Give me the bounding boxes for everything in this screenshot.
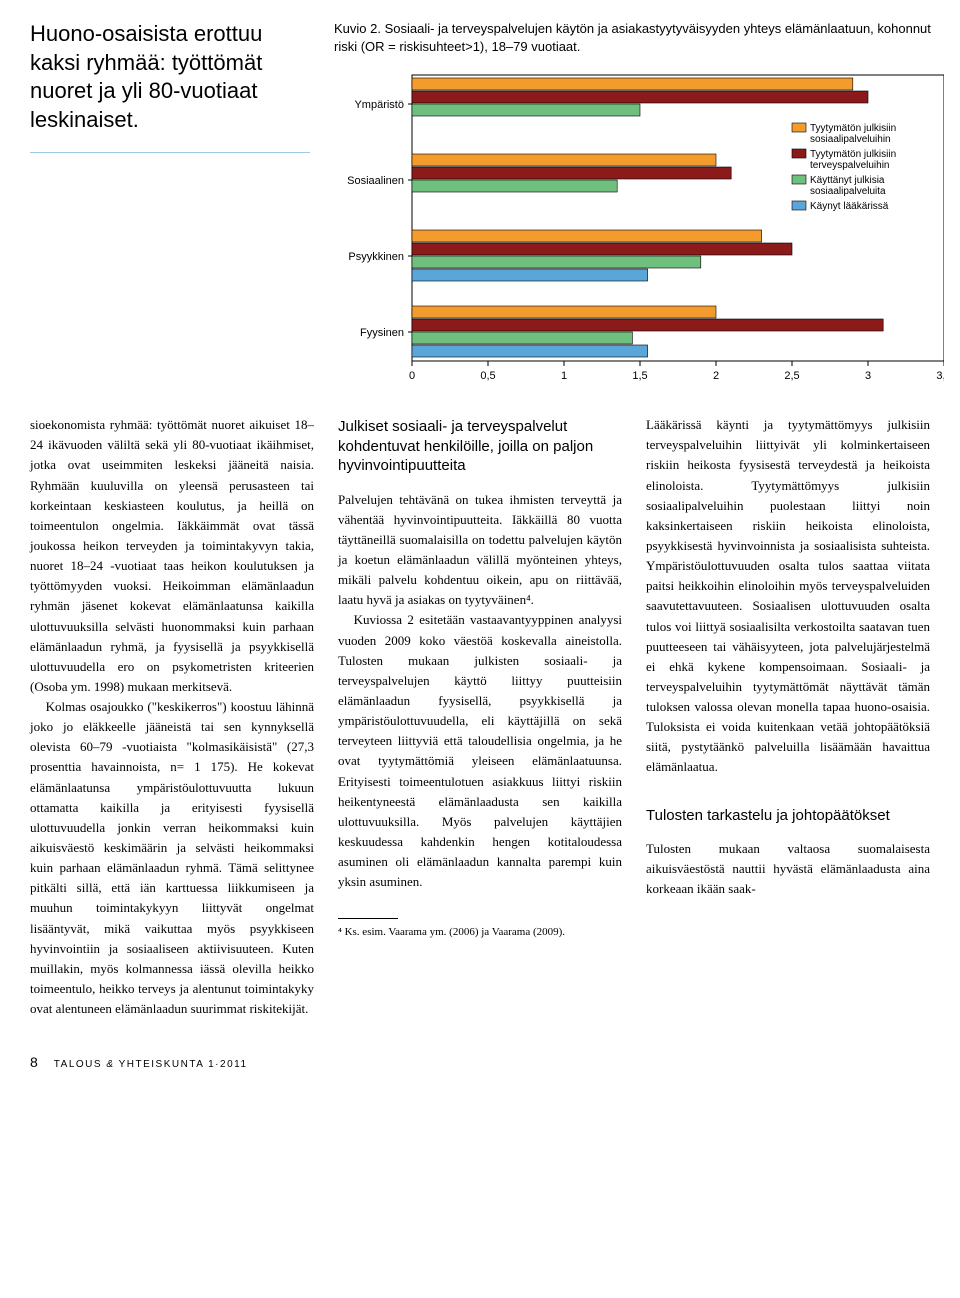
col2-subhead: Julkiset sosiaali- ja terveyspalvelut ko…	[338, 417, 622, 476]
svg-text:3,5: 3,5	[936, 370, 944, 382]
journal-amp: &	[106, 1059, 114, 1070]
figure-caption: Kuvio 2. Sosiaali- ja terveyspalvelujen …	[334, 20, 944, 55]
col2-p1: Palvelujen tehtävänä on tukea ihmisten t…	[338, 490, 622, 611]
svg-text:sosiaalipalveluita: sosiaalipalveluita	[810, 186, 886, 197]
svg-text:Fyysinen: Fyysinen	[360, 327, 404, 339]
col3-p1: Lääkärissä käynti ja tyytymättömyys julk…	[646, 415, 930, 778]
journal-issue: 1·2011	[208, 1059, 247, 1070]
svg-text:Käynyt lääkärissä: Käynyt lääkärissä	[810, 201, 889, 212]
column-3-body-1: Lääkärissä käynti ja tyytymättömyys julk…	[646, 415, 930, 778]
svg-text:1: 1	[561, 370, 567, 382]
svg-text:2: 2	[713, 370, 719, 382]
svg-text:3: 3	[865, 370, 871, 382]
svg-text:0: 0	[409, 370, 415, 382]
col3-p2: Tulosten mukaan valtaosa suomalaisesta a…	[646, 839, 930, 899]
col2-p2: Kuviossa 2 esitetään vastaavantyyppinen …	[338, 610, 622, 892]
col1-p2: Kolmas osajoukko ("keskikerros") koostuu…	[30, 697, 314, 1019]
svg-text:2,5: 2,5	[784, 370, 799, 382]
pull-quote: Huono-osaisista erottuu kaksi ryhmää: ty…	[30, 20, 310, 134]
svg-text:Ympäristö: Ympäristö	[354, 99, 404, 111]
column-1-body: sioekonomista ryhmää: työttömät nuoret a…	[30, 415, 314, 1019]
pull-quote-rule	[30, 152, 310, 153]
svg-text:Tyytymätön julkisiin: Tyytymätön julkisiin	[810, 123, 896, 134]
column-2-body: Palvelujen tehtävänä on tukea ihmisten t…	[338, 490, 622, 893]
svg-text:Tyytymätön julkisiin: Tyytymätön julkisiin	[810, 149, 896, 160]
journal-name: TALOUS & YHTEISKUNTA 1·2011	[54, 1058, 248, 1072]
footnote-rule	[338, 918, 398, 919]
figure-2-chart: 0 0,5 1 1,5 2 2,5 3 3,5 Ympäristö Sosiaalinen Psyy…	[334, 67, 944, 387]
svg-text:sosiaalipalveluihin: sosiaalipalveluihin	[810, 134, 891, 145]
page-footer: 8 TALOUS & YHTEISKUNTA 1·2011	[30, 1053, 930, 1072]
svg-text:Psyykkinen: Psyykkinen	[348, 251, 404, 263]
svg-text:Sosiaalinen: Sosiaalinen	[347, 175, 404, 187]
page-number: 8	[30, 1053, 38, 1072]
svg-text:0,5: 0,5	[480, 370, 495, 382]
svg-text:Käyttänyt julkisia: Käyttänyt julkisia	[810, 175, 885, 186]
svg-text:1,5: 1,5	[632, 370, 647, 382]
column-3-body-2: Tulosten mukaan valtaosa suomalaisesta a…	[646, 839, 930, 899]
journal-word-2: YHTEISKUNTA	[115, 1059, 209, 1070]
journal-word-1: TALOUS	[54, 1059, 107, 1070]
col1-p1: sioekonomista ryhmää: työttömät nuoret a…	[30, 415, 314, 697]
col3-subhead: Tulosten tarkastelu ja johtopäätökset	[646, 806, 930, 826]
footnote-4: ⁴ Ks. esim. Vaarama ym. (2006) ja Vaaram…	[338, 925, 622, 940]
svg-text:terveyspalveluihin: terveyspalveluihin	[810, 160, 890, 171]
